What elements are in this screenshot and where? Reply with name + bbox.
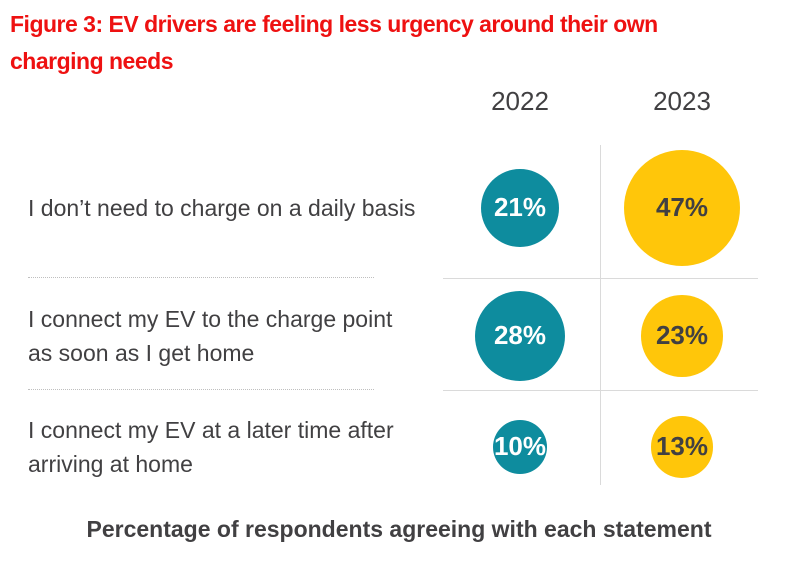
bubble-value: 13% <box>655 431 708 462</box>
label-separator-dotted-1 <box>28 277 374 278</box>
column-header-2022: 2022 <box>491 86 549 116</box>
bubble-value: 47% <box>655 192 708 223</box>
bubble-2023-row2: 23% <box>641 295 723 377</box>
statement-label-row1: I don’t need to charge on a daily basis <box>28 191 440 225</box>
bubble-2022-row3: 10% <box>493 420 547 474</box>
bubble-2023-row3: 13% <box>651 416 713 478</box>
label-separator-dotted-2 <box>28 389 374 390</box>
column-header-2023: 2023 <box>653 86 711 116</box>
bubble-value: 21% <box>493 192 547 223</box>
statement-label-row3: I connect my EV at a later time after ar… <box>28 413 440 481</box>
statement-line: I connect my EV at a later time after <box>28 417 394 443</box>
row-separator-line-2 <box>443 390 758 391</box>
statement-line: I don’t need to charge on a daily basis <box>28 195 416 221</box>
chart-caption: Percentage of respondents agreeing with … <box>86 516 712 542</box>
bubble-2022-row1: 21% <box>481 169 559 247</box>
row-separator-line-1 <box>443 278 758 279</box>
bubble-2022-row2: 28% <box>475 291 565 381</box>
bubble-value: 10% <box>493 431 546 462</box>
statement-label-row2: I connect my EV to the charge point as s… <box>28 302 440 370</box>
figure-title-line1: Figure 3: EV drivers are feeling less ur… <box>10 11 658 37</box>
bubble-2023-row1: 47% <box>623 149 741 267</box>
bubble-value: 28% <box>493 320 547 351</box>
figure-title: Figure 3: EV drivers are feeling less ur… <box>10 6 658 80</box>
statement-line: arriving at home <box>28 451 193 477</box>
figure-title-line2: charging needs <box>10 48 173 74</box>
statement-line: as soon as I get home <box>28 340 255 366</box>
bubble-value: 23% <box>655 320 709 351</box>
statement-line: I connect my EV to the charge point <box>28 306 393 332</box>
column-divider-line <box>600 145 601 485</box>
